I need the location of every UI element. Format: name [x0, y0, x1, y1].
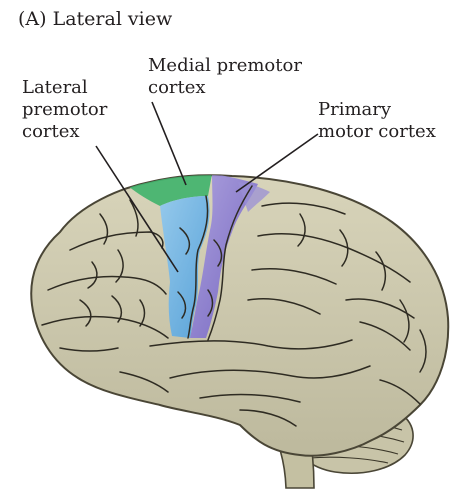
label-line: cortex [148, 77, 206, 98]
label-lateral-premotor-cortex: Lateral premotor cortex [22, 77, 107, 143]
label-line: cortex [22, 121, 80, 142]
label-line: premotor [22, 99, 108, 120]
sulci [41, 185, 427, 427]
label-line: Medial premotor [148, 55, 302, 76]
label-line: Lateral [22, 77, 88, 98]
label-line: Primary [318, 99, 392, 120]
leader-line-medial-premotor [151, 101, 187, 186]
leader-line-primary-motor [235, 133, 319, 193]
panel-title: (A) Lateral view [18, 8, 173, 30]
cerebrum [30, 174, 450, 457]
label-primary-motor-cortex: Primary motor cortex [318, 99, 436, 143]
leader-lines [95, 101, 319, 273]
leader-line-lateral-premotor [95, 145, 179, 273]
lateral-premotor-region [160, 196, 210, 338]
label-line: motor cortex [318, 121, 436, 142]
label-medial-premotor-cortex: Medial premotor cortex [148, 55, 302, 99]
